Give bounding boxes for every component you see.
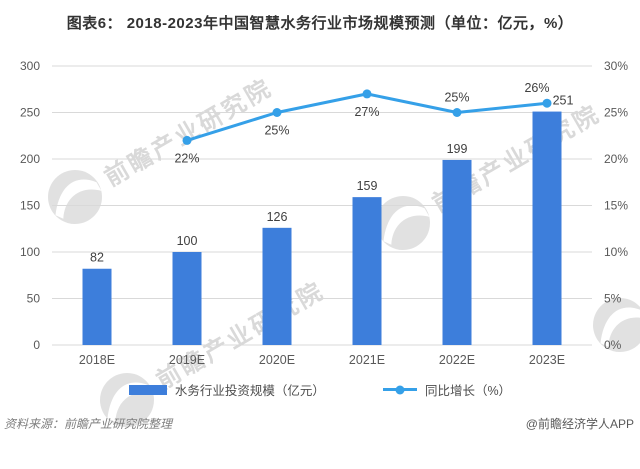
line-point-2022E xyxy=(452,108,462,117)
svg-text:150: 150 xyxy=(20,199,40,213)
svg-text:2020E: 2020E xyxy=(259,353,295,367)
svg-text:0%: 0% xyxy=(604,338,622,352)
chart-canvas: 0 50 100 150 200 250 300 0% 5% 10% 15% 20% 25% 30% 201… xyxy=(20,59,628,367)
svg-text:30%: 30% xyxy=(604,59,628,73)
svg-text:200: 200 xyxy=(20,152,40,166)
svg-text:0: 0 xyxy=(33,338,40,352)
credit-note: @前瞻经济学人APP xyxy=(525,417,634,431)
svg-text:82: 82 xyxy=(90,251,104,265)
svg-text:2022E: 2022E xyxy=(439,353,475,367)
svg-text:100: 100 xyxy=(20,245,40,259)
svg-text:20%: 20% xyxy=(604,152,628,166)
bar-2022E xyxy=(442,159,472,345)
svg-text:5%: 5% xyxy=(604,292,622,306)
legend: 水务行业投资规模（亿元） 同比增长（%） xyxy=(0,380,640,399)
right-axis-labels: 0% 5% 10% 15% 20% 25% 30% xyxy=(604,59,628,352)
legend-label-bar-series: 水务行业投资规模（亿元） xyxy=(174,384,325,398)
legend-label-line-series: 同比增长（%） xyxy=(424,384,512,398)
legend-item-bar-series: 水务行业投资规模（亿元） xyxy=(128,380,325,399)
svg-text:22%: 22% xyxy=(174,151,199,165)
svg-text:50: 50 xyxy=(27,292,41,306)
svg-text:2021E: 2021E xyxy=(349,353,385,367)
svg-text:10%: 10% xyxy=(604,245,628,259)
svg-text:2023E: 2023E xyxy=(529,353,565,367)
bar-value-labels: 82 100 126 159 199 251 xyxy=(90,94,573,265)
line-point-2023E xyxy=(542,98,552,108)
legend-item-line-series: 同比增长（%） xyxy=(382,380,512,399)
bar-2020E xyxy=(262,227,292,345)
line-series xyxy=(182,89,552,145)
svg-text:15%: 15% xyxy=(604,199,628,213)
gridlines xyxy=(52,65,592,346)
bar-2018E xyxy=(82,268,112,345)
chart-title: 图表6： 2018-2023年中国智慧水务行业市场规模预测（单位：亿元，%） xyxy=(66,15,574,32)
line-point-2019E xyxy=(182,135,192,145)
svg-text:2018E: 2018E xyxy=(79,353,115,367)
watermark-3: 前瞻产业研究院 xyxy=(593,298,640,352)
source-note: 资料来源：前瞻产业研究院整理 xyxy=(4,417,173,431)
footer: 资料来源：前瞻产业研究院整理 @前瞻经济学人APP xyxy=(4,415,634,432)
line-point-2020E xyxy=(272,108,282,117)
svg-text:159: 159 xyxy=(357,179,378,193)
svg-text:300: 300 xyxy=(20,59,40,73)
bar-swatch-icon xyxy=(128,384,167,395)
line-swatch-icon xyxy=(382,385,417,394)
svg-text:250: 250 xyxy=(20,106,40,120)
svg-text:2019E: 2019E xyxy=(169,353,205,367)
bar-2023E xyxy=(532,111,562,345)
bar-series xyxy=(82,111,562,345)
bar-2021E xyxy=(352,197,382,345)
svg-text:100: 100 xyxy=(177,234,198,248)
x-axis-labels: 2018E 2019E 2020E 2021E 2022E 2023E xyxy=(79,353,565,367)
bar-2019E xyxy=(172,252,202,345)
svg-text:26%: 26% xyxy=(524,81,549,95)
svg-text:27%: 27% xyxy=(354,105,379,119)
svg-text:25%: 25% xyxy=(264,124,289,138)
svg-text:251: 251 xyxy=(553,94,574,108)
line-point-2021E xyxy=(362,89,372,99)
line-point-labels: 22% 25% 27% 25% 26% xyxy=(174,81,549,165)
svg-text:199: 199 xyxy=(447,142,468,156)
svg-text:25%: 25% xyxy=(444,91,469,105)
svg-text:126: 126 xyxy=(267,210,288,224)
svg-text:25%: 25% xyxy=(604,106,628,120)
left-axis-labels: 0 50 100 150 200 250 300 xyxy=(20,59,40,352)
